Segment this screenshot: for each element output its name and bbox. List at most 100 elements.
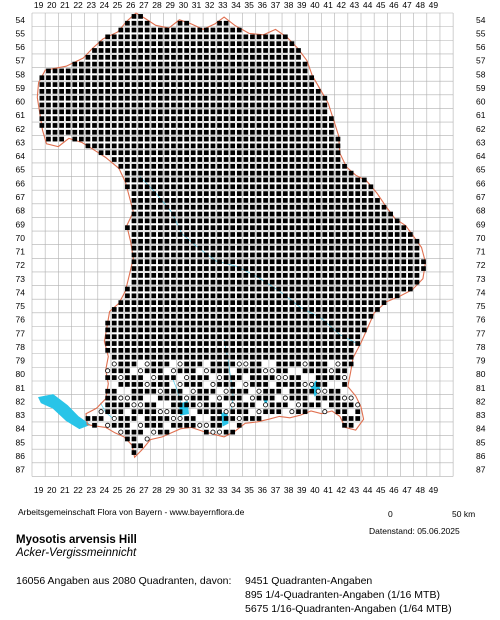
col-label: 24	[100, 0, 110, 10]
col-label: 31	[192, 0, 202, 10]
occurrence-markers	[39, 14, 426, 455]
species-common-name: Acker-Vergissmeinnicht	[16, 547, 137, 559]
row-label: 66	[476, 178, 486, 188]
row-label: 82	[476, 396, 486, 406]
col-label: 48	[415, 485, 425, 495]
credit-text: Arbeitsgemeinschaft Flora von Bayern - w…	[18, 507, 245, 517]
col-label: 27	[139, 485, 149, 495]
col-label: 35	[244, 485, 254, 495]
row-label: 60	[476, 97, 486, 107]
row-label: 83	[476, 410, 486, 420]
col-label: 43	[350, 485, 360, 495]
row-label: 87	[16, 465, 26, 475]
row-label: 66	[16, 178, 26, 188]
stats-line-1: 9451 Quadranten-Angaben	[245, 575, 373, 587]
col-label: 20	[47, 0, 57, 10]
row-label: 82	[16, 396, 26, 406]
row-label: 81	[476, 383, 486, 393]
col-label: 23	[86, 0, 96, 10]
row-label: 74	[16, 287, 26, 297]
stats-line-2: 895 1/4-Quadranten-Angaben (1/16 MTB)	[245, 589, 440, 601]
col-label: 33	[218, 0, 228, 10]
row-label: 68	[476, 206, 486, 216]
row-label: 62	[16, 124, 26, 134]
col-label: 40	[310, 485, 320, 495]
col-label: 29	[165, 485, 175, 495]
col-label: 42	[337, 485, 347, 495]
col-label: 30	[179, 485, 189, 495]
col-label: 42	[337, 0, 347, 10]
row-label: 80	[16, 369, 26, 379]
row-label: 79	[476, 356, 486, 366]
col-label: 47	[402, 0, 412, 10]
row-label: 86	[16, 451, 26, 461]
col-label: 19	[34, 485, 44, 495]
row-label: 72	[476, 260, 486, 270]
col-label: 28	[152, 485, 162, 495]
row-label: 84	[476, 424, 486, 434]
col-label: 31	[192, 485, 202, 495]
row-label: 62	[476, 124, 486, 134]
col-label: 25	[113, 0, 123, 10]
row-label: 75	[476, 301, 486, 311]
col-label: 46	[389, 0, 399, 10]
bavaria-border	[36, 12, 427, 459]
col-label: 49	[429, 0, 439, 10]
row-label: 77	[476, 328, 486, 338]
row-label: 69	[16, 219, 26, 229]
col-label: 34	[231, 485, 241, 495]
grid-lines	[31, 12, 454, 477]
col-label: 30	[179, 0, 189, 10]
row-label: 59	[16, 83, 26, 93]
col-label: 21	[60, 0, 70, 10]
col-label: 38	[284, 0, 294, 10]
row-label: 67	[16, 192, 26, 202]
row-label: 71	[476, 247, 486, 257]
stats-line-3: 5675 1/16-Quadranten-Angaben (1/64 MTB)	[245, 603, 452, 615]
col-label: 37	[271, 0, 281, 10]
data-date: Datenstand: 05.06.2025	[369, 526, 460, 536]
distribution-map: 1919202021212222232324242525262627272828…	[16, 0, 486, 495]
col-label: 26	[126, 485, 136, 495]
row-label: 64	[16, 151, 26, 161]
row-label: 80	[476, 369, 486, 379]
col-label: 37	[271, 485, 281, 495]
row-label: 81	[16, 383, 26, 393]
row-label: 58	[476, 69, 486, 79]
row-label: 56	[476, 42, 486, 52]
col-label: 22	[73, 485, 83, 495]
col-label: 48	[415, 0, 425, 10]
col-label: 38	[284, 485, 294, 495]
row-label: 64	[476, 151, 486, 161]
col-label: 33	[218, 485, 228, 495]
row-label: 65	[476, 165, 486, 175]
row-label: 60	[16, 97, 26, 107]
col-label: 32	[205, 485, 215, 495]
row-label: 77	[16, 328, 26, 338]
row-label: 57	[476, 56, 486, 66]
col-label: 36	[258, 0, 268, 10]
col-label: 47	[402, 485, 412, 495]
row-label: 76	[16, 315, 26, 325]
row-label: 58	[16, 69, 26, 79]
row-label: 85	[476, 437, 486, 447]
col-label: 20	[47, 485, 57, 495]
grid-labels: 1919202021212222232324242525262627272828…	[16, 0, 486, 495]
col-label: 45	[376, 0, 386, 10]
col-label: 43	[350, 0, 360, 10]
col-label: 27	[139, 0, 149, 10]
row-label: 70	[476, 233, 486, 243]
col-label: 24	[100, 485, 110, 495]
row-label: 83	[16, 410, 26, 420]
col-label: 36	[258, 485, 268, 495]
row-label: 63	[476, 137, 486, 147]
row-label: 65	[16, 165, 26, 175]
row-label: 87	[476, 465, 486, 475]
row-label: 61	[476, 110, 486, 120]
col-label: 39	[297, 485, 307, 495]
col-label: 34	[231, 0, 241, 10]
row-label: 67	[476, 192, 486, 202]
row-label: 73	[16, 274, 26, 284]
row-label: 63	[16, 137, 26, 147]
col-label: 40	[310, 0, 320, 10]
